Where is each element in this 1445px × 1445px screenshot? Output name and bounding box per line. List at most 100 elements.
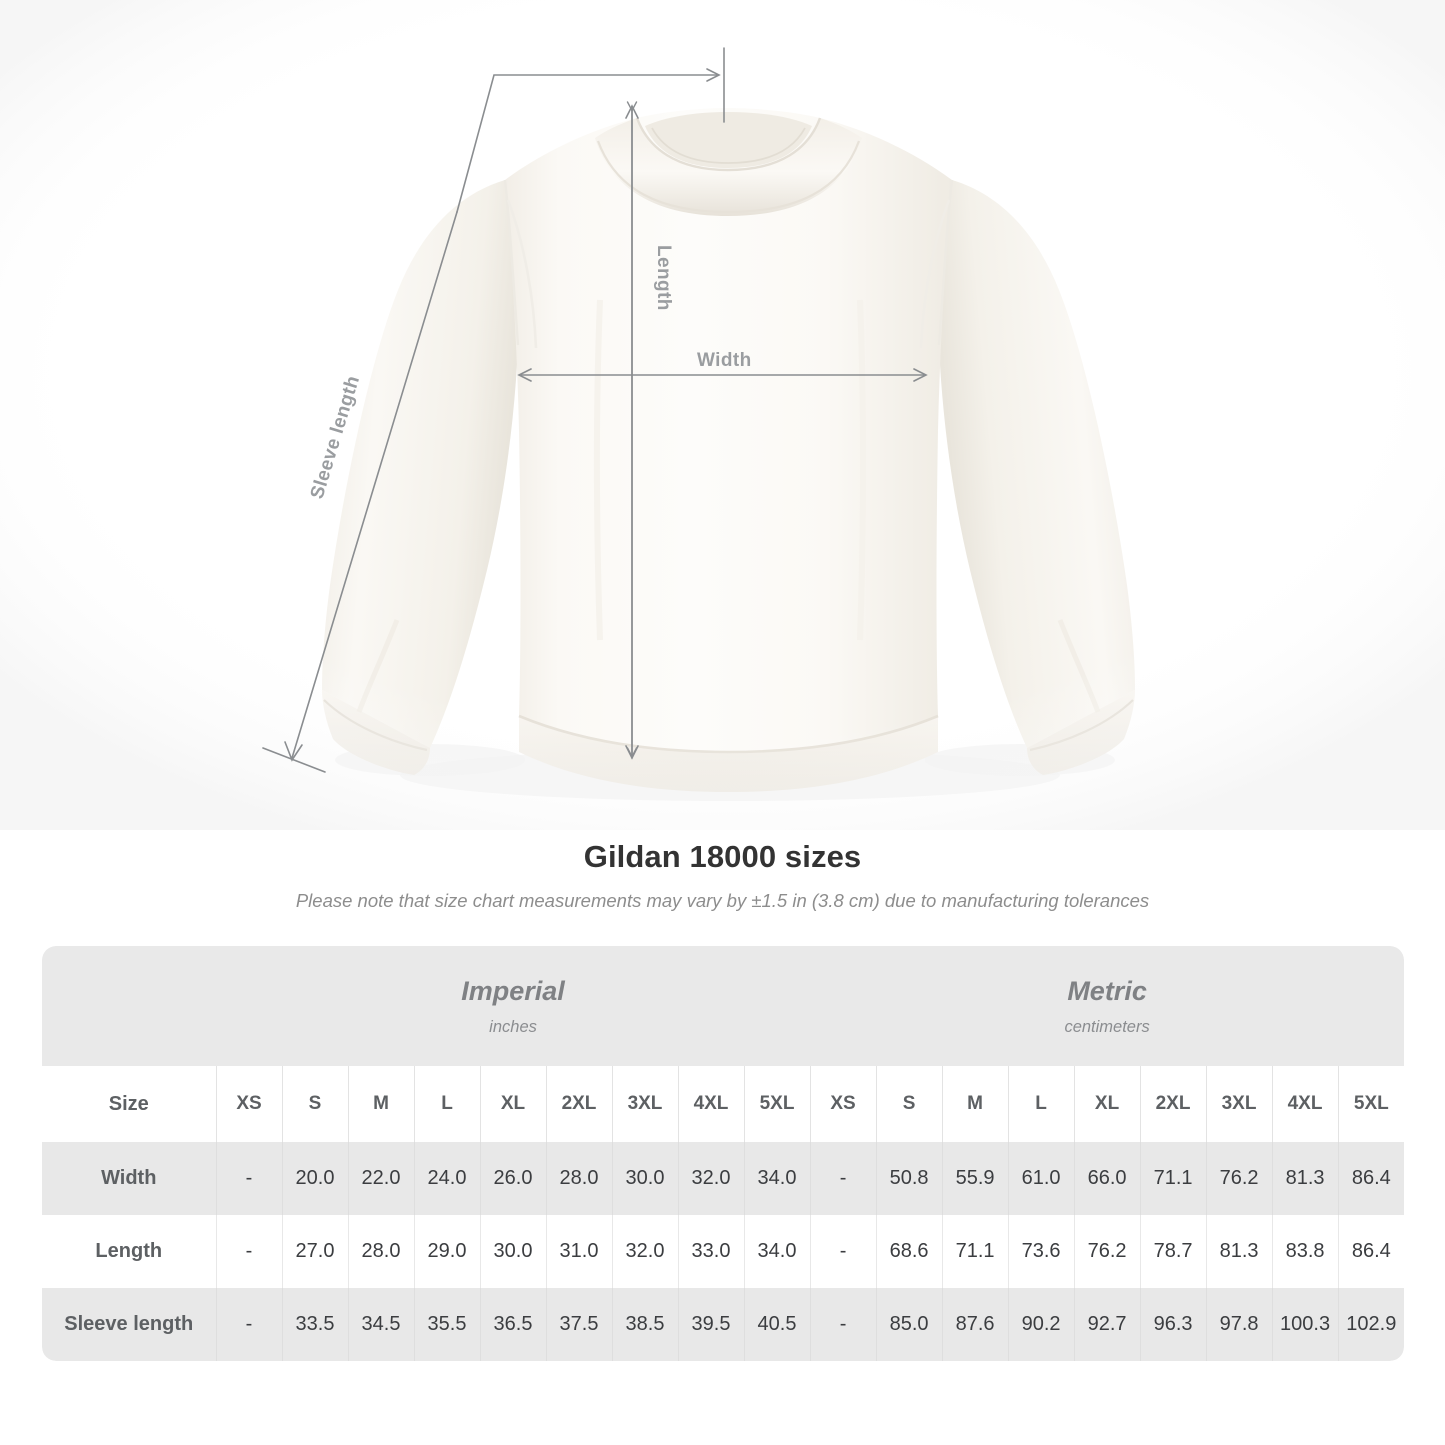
cell-sleeve-length-imperial-l: 35.5 xyxy=(413,1288,480,1361)
cell-length-imperial-3xl: 32.0 xyxy=(611,1215,678,1288)
cell-width-imperial-4xl: 32.0 xyxy=(677,1142,744,1215)
cell-sleeve-length-imperial-5xl: 40.5 xyxy=(743,1288,811,1361)
size-header-metric-s: S xyxy=(875,1066,943,1142)
cell-length-imperial-m: 28.0 xyxy=(347,1215,414,1288)
length-label: Length xyxy=(653,245,674,311)
cell-width-imperial-5xl: 34.0 xyxy=(743,1142,811,1215)
cell-sleeve-length-imperial-xs: - xyxy=(215,1288,282,1361)
size-header-imperial-xs: XS xyxy=(215,1066,282,1142)
unit-header-row: Imperial inches Metric centimeters xyxy=(42,946,1405,1066)
size-header-metric-l: L xyxy=(1007,1066,1075,1142)
size-header-imperial-5xl: 5XL xyxy=(743,1066,811,1142)
cell-length-imperial-l: 29.0 xyxy=(413,1215,480,1288)
cell-width-metric-xl: 66.0 xyxy=(1073,1142,1141,1215)
title-block: Gildan 18000 sizes Please note that size… xyxy=(0,838,1445,914)
size-chart-table: Imperial inches Metric centimeters Size XS S M L… xyxy=(42,946,1405,1361)
size-header-imperial-3xl: 3XL xyxy=(611,1066,678,1142)
cell-width-imperial-l: 24.0 xyxy=(413,1142,480,1215)
cell-width-imperial-xs: - xyxy=(215,1142,282,1215)
cell-width-metric-s: 50.8 xyxy=(875,1142,943,1215)
shoulder-pointer-line xyxy=(456,47,725,213)
cell-length-imperial-4xl: 33.0 xyxy=(677,1215,744,1288)
cell-sleeve-length-imperial-4xl: 39.5 xyxy=(677,1288,744,1361)
cell-width-imperial-3xl: 30.0 xyxy=(611,1142,678,1215)
cell-sleeve-length-metric-3xl: 97.8 xyxy=(1205,1288,1273,1361)
cell-sleeve-length-imperial-2xl: 37.5 xyxy=(545,1288,612,1361)
size-header-imperial-m: M xyxy=(347,1066,414,1142)
garment-illustration: Length Width Sleeve length xyxy=(0,0,1445,830)
cell-width-metric-m: 55.9 xyxy=(941,1142,1009,1215)
cell-sleeve-length-metric-5xl: 102.9 xyxy=(1337,1288,1405,1361)
width-label: Width xyxy=(697,350,752,371)
cell-length-metric-5xl: 86.4 xyxy=(1337,1215,1405,1288)
length-measure-line xyxy=(625,101,639,760)
cell-sleeve-length-metric-m: 87.6 xyxy=(941,1288,1009,1361)
row-label-width: Width xyxy=(42,1142,216,1215)
cell-length-metric-m: 71.1 xyxy=(941,1215,1009,1288)
table-row: Width -20.0 22.0 24.0 26.0 28.0 30.0 32.0 34.0-5… xyxy=(42,1142,1405,1215)
tolerance-note: Please note that size chart measurements… xyxy=(295,890,1150,911)
cell-width-metric-2xl: 71.1 xyxy=(1139,1142,1207,1215)
size-header-metric-2xl: 2XL xyxy=(1139,1066,1207,1142)
size-header-imperial-2xl: 2XL xyxy=(545,1066,612,1142)
table-row: Sleeve length -33.5 34.5 35.5 36.5 37.5 38.5 39… xyxy=(42,1288,1405,1361)
cell-length-imperial-s: 27.0 xyxy=(281,1215,348,1288)
row-label-length: Length xyxy=(42,1215,216,1288)
unit-group-subtitle: centimeters xyxy=(1064,1017,1150,1036)
size-header-imperial-xl: XL xyxy=(479,1066,546,1142)
cell-length-imperial-xl: 30.0 xyxy=(479,1215,546,1288)
cell-width-metric-4xl: 81.3 xyxy=(1271,1142,1339,1215)
cell-length-imperial-2xl: 31.0 xyxy=(545,1215,612,1288)
size-header-metric-xl: XL xyxy=(1073,1066,1141,1142)
cell-width-metric-3xl: 76.2 xyxy=(1205,1142,1273,1215)
size-header-label: Size xyxy=(42,1066,216,1142)
cell-sleeve-length-metric-xs: - xyxy=(809,1288,877,1361)
cell-sleeve-length-metric-2xl: 96.3 xyxy=(1139,1288,1207,1361)
cell-sleeve-length-metric-xl: 92.7 xyxy=(1073,1288,1141,1361)
cell-width-imperial-s: 20.0 xyxy=(281,1142,348,1215)
size-header-imperial-s: S xyxy=(281,1066,348,1142)
cell-length-metric-4xl: 83.8 xyxy=(1271,1215,1339,1288)
table-row: Length -27.0 28.0 29.0 30.0 31.0 32.0 33.0 34.0-… xyxy=(42,1215,1405,1288)
row-label-sleeve-length: Sleeve length xyxy=(42,1288,216,1361)
cell-sleeve-length-metric-l: 90.2 xyxy=(1007,1288,1075,1361)
size-header-imperial-4xl: 4XL xyxy=(677,1066,744,1142)
cell-length-metric-xs: - xyxy=(809,1215,877,1288)
cell-sleeve-length-metric-s: 85.0 xyxy=(875,1288,943,1361)
width-measure-line xyxy=(517,368,928,382)
cell-width-imperial-m: 22.0 xyxy=(347,1142,414,1215)
cell-length-metric-xl: 76.2 xyxy=(1073,1215,1141,1288)
cell-length-metric-l: 73.6 xyxy=(1007,1215,1075,1288)
cell-sleeve-length-imperial-s: 33.5 xyxy=(281,1288,348,1361)
cell-width-imperial-2xl: 28.0 xyxy=(545,1142,612,1215)
size-header-imperial-l: L xyxy=(413,1066,480,1142)
cell-length-imperial-5xl: 34.0 xyxy=(743,1215,811,1288)
size-header-metric-m: M xyxy=(941,1066,1009,1142)
sleeve-length-measure-line xyxy=(262,211,458,773)
cell-length-metric-3xl: 81.3 xyxy=(1205,1215,1273,1288)
measurement-guides xyxy=(262,47,928,773)
page-title: Gildan 18000 sizes xyxy=(583,839,862,874)
unit-header-spacer xyxy=(42,946,216,1066)
cell-length-imperial-xs: - xyxy=(215,1215,282,1288)
cell-width-metric-5xl: 86.4 xyxy=(1337,1142,1405,1215)
cell-sleeve-length-imperial-m: 34.5 xyxy=(347,1288,414,1361)
cell-length-metric-2xl: 78.7 xyxy=(1139,1215,1207,1288)
unit-group-metric: Metric centimeters xyxy=(810,946,1405,1066)
cell-sleeve-length-imperial-xl: 36.5 xyxy=(479,1288,546,1361)
cell-width-imperial-xl: 26.0 xyxy=(479,1142,546,1215)
cell-sleeve-length-imperial-3xl: 38.5 xyxy=(611,1288,678,1361)
size-chart-table-wrapper: Imperial inches Metric centimeters Size XS S M L… xyxy=(42,946,1405,1361)
cell-width-metric-l: 61.0 xyxy=(1007,1142,1075,1215)
size-header-metric-3xl: 3XL xyxy=(1205,1066,1273,1142)
cell-sleeve-length-metric-4xl: 100.3 xyxy=(1271,1288,1339,1361)
size-header-row: Size XS S M L XL 2XL 3XL 4XL 5XL XS S M L XL 2XL 3XL 4XL 5… xyxy=(42,1066,1405,1142)
unit-group-name: Imperial xyxy=(461,975,565,1006)
unit-group-name: Metric xyxy=(1067,975,1147,1006)
cell-width-metric-xs: - xyxy=(809,1142,877,1215)
unit-group-subtitle: inches xyxy=(489,1017,537,1036)
size-header-metric-4xl: 4XL xyxy=(1271,1066,1339,1142)
cell-length-metric-s: 68.6 xyxy=(875,1215,943,1288)
size-header-metric-5xl: 5XL xyxy=(1337,1066,1405,1142)
